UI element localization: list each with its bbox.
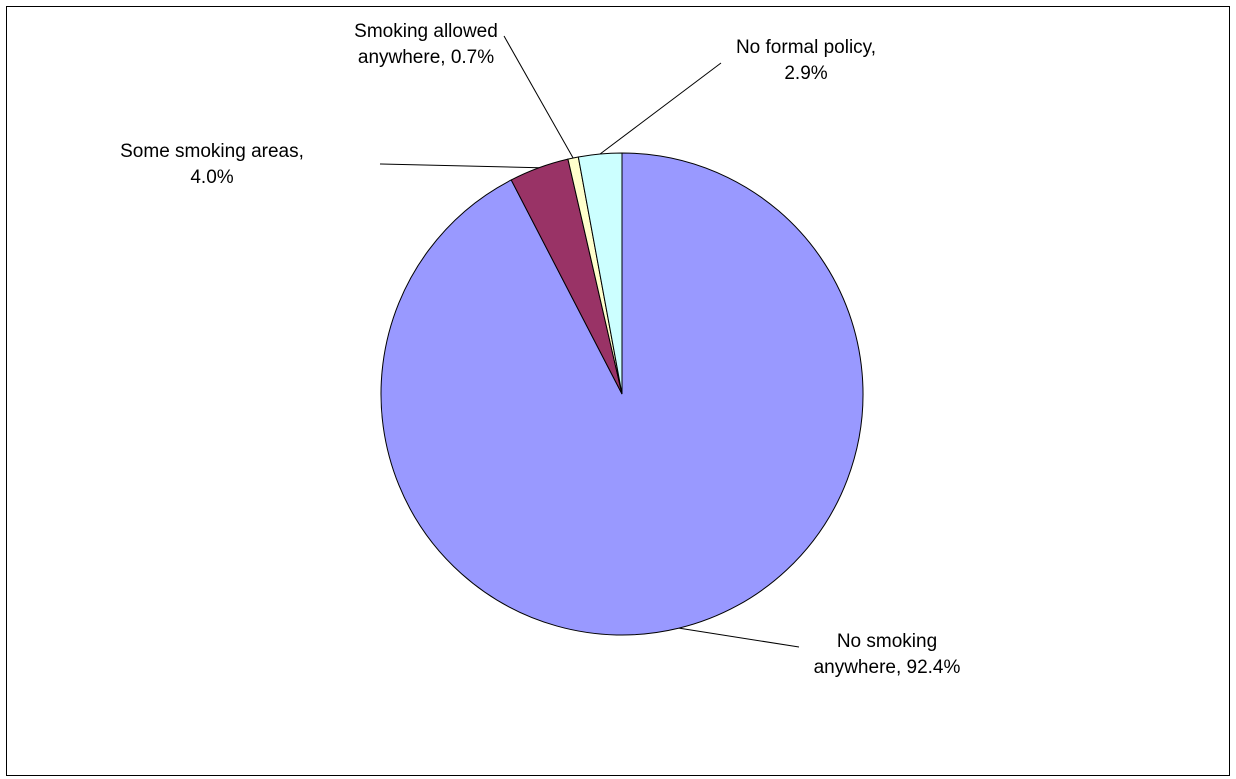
slice-data-label-line: No smoking <box>837 631 937 652</box>
slice-data-label: No smoking anywhere, 92.4% <box>814 631 961 678</box>
leader-line <box>379 163 539 169</box>
slice-data-label-line: anywhere, 0.7% <box>358 47 494 68</box>
pie-slices <box>380 152 864 636</box>
leader-line <box>503 35 574 159</box>
slice-data-label-line: No formal policy, <box>736 37 876 58</box>
slice-labels: No smoking anywhere, 92.4% Some smoking ar… <box>120 21 960 678</box>
slice-data-label: Smoking allowed anywhere, 0.7% <box>354 21 498 68</box>
slice-data-label-line: Some smoking areas, <box>120 141 304 162</box>
leader-line <box>599 62 722 155</box>
leader-line <box>678 627 800 648</box>
slice-data-label-line: 2.9% <box>784 63 827 84</box>
slice-data-label-line: anywhere, 92.4% <box>814 657 961 678</box>
slice-data-label: No formal policy, 2.9% <box>736 37 876 84</box>
pie-chart: No smoking anywhere, 92.4% Some smoking ar… <box>120 21 960 678</box>
slice-data-label-line: Smoking allowed <box>354 21 498 42</box>
chart-frame: No smoking anywhere, 92.4% Some smoking ar… <box>6 6 1230 776</box>
slice-data-label: Some smoking areas, 4.0% <box>120 141 304 188</box>
leader-lines <box>379 35 800 648</box>
slice-data-label-line: 4.0% <box>190 167 233 188</box>
